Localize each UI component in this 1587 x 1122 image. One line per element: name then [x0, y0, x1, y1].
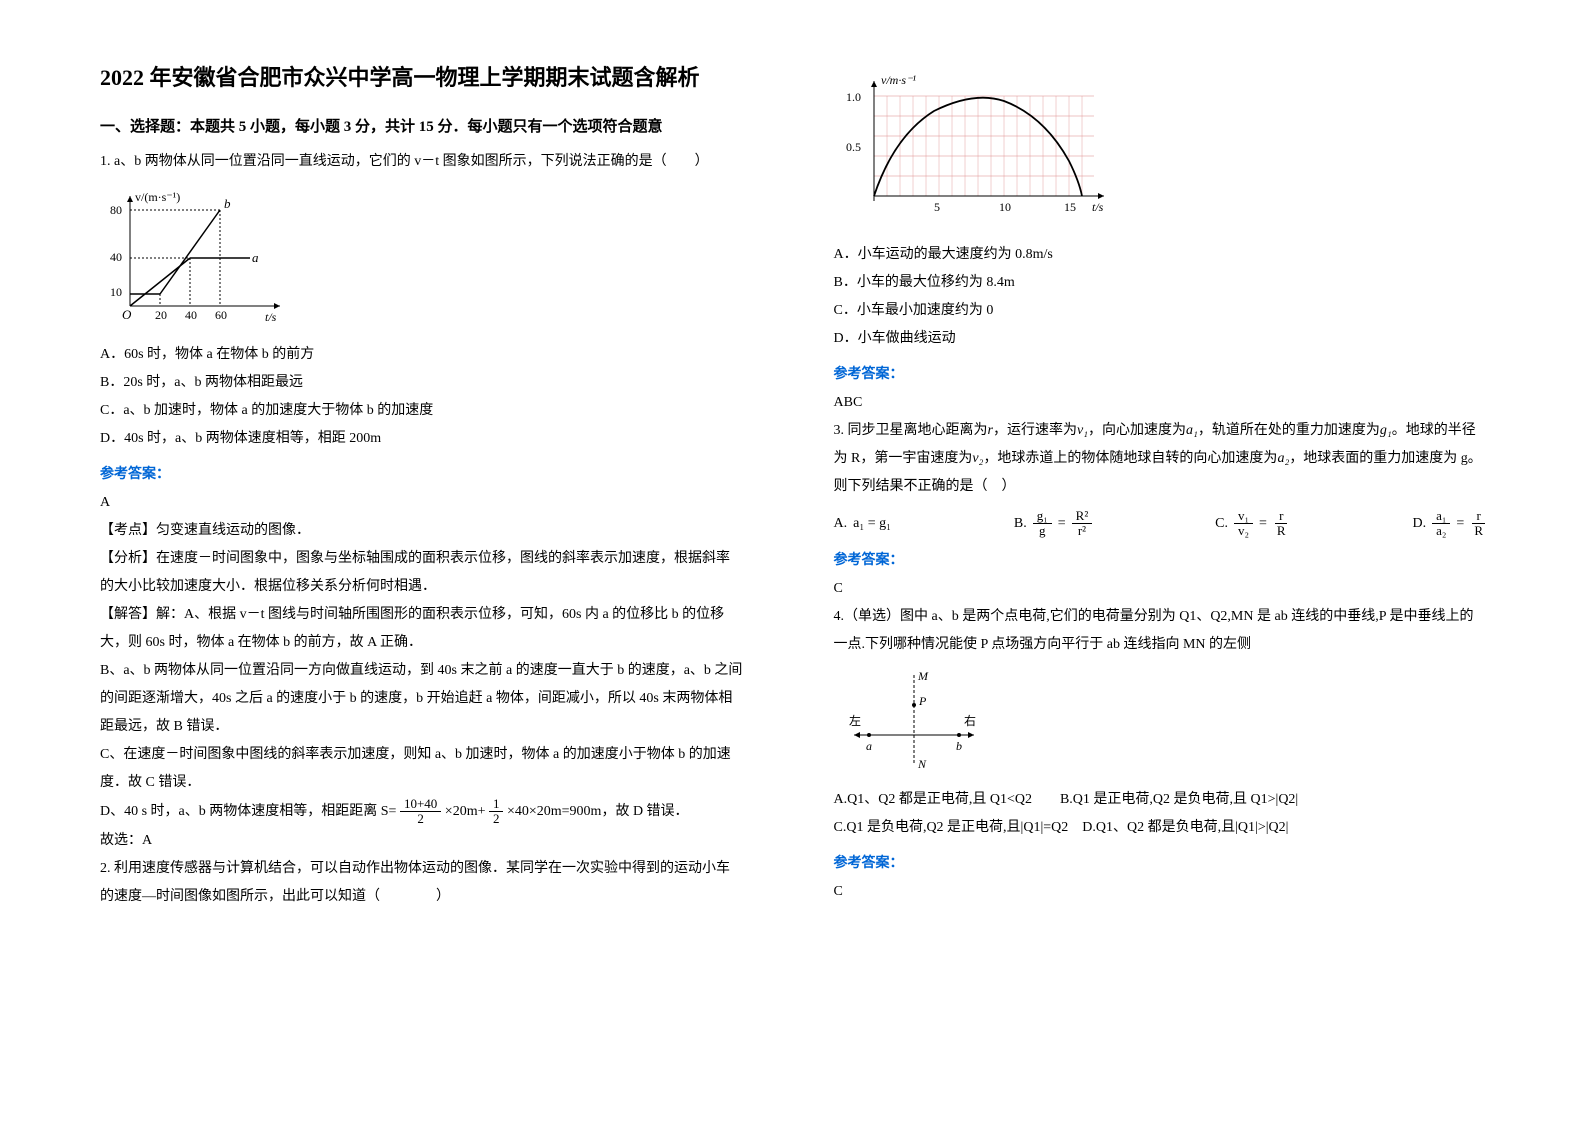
svg-text:M: M [917, 669, 929, 683]
q1-jieda3: C、在速度－时间图象中图线的斜率表示加速度，则知 a、b 加速时，物体 a 的加… [100, 741, 744, 797]
svg-text:5: 5 [934, 200, 940, 214]
txt: ×40×20m=900m，故 D 错误． [507, 804, 689, 819]
q4-diagram: M P N a b 左 右 [834, 665, 1488, 780]
q1-kaodian: 【考点】匀变速直线运动的图像． [100, 517, 744, 545]
svg-text:40: 40 [110, 250, 122, 264]
right-column: 1.0 0.5 5 10 15 t/s v/m·s⁻¹ A．小车运动的最大速度约… [794, 0, 1587, 1122]
svg-text:O: O [122, 307, 132, 322]
svg-text:a: a [252, 250, 259, 265]
svg-text:N: N [917, 757, 927, 771]
optA: A. a₁ = g₁ [834, 516, 892, 532]
q1-fenxi: 【分析】在速度－时间图象中，图象与坐标轴围成的面积表示位移，图线的斜率表示加速度… [100, 545, 744, 601]
q1-guxuan: 故选：A [100, 827, 744, 855]
svg-text:10: 10 [110, 285, 122, 299]
svg-text:v/m·s⁻¹: v/m·s⁻¹ [881, 73, 916, 87]
q2-answer: ABC [834, 389, 1488, 417]
svg-text:b: b [956, 739, 962, 753]
svg-text:10: 10 [999, 200, 1011, 214]
q1-optD: D．40s 时，a、b 两物体速度相等，相距 200m [100, 425, 744, 453]
txt: D、40 s 时，a、b 两物体速度相等，相距距离 S= [100, 804, 396, 819]
answer-label: 参考答案： [834, 549, 1488, 569]
q2-stem: 2. 利用速度传感器与计算机结合，可以自动作出物体运动的图像．某同学在一次实验中… [100, 855, 744, 911]
left-column: 2022 年安徽省合肥市众兴中学高一物理上学期期末试题含解析 一、选择题：本题共… [0, 0, 794, 1122]
svg-text:80: 80 [110, 203, 122, 217]
q1-optC: C．a、b 加速时，物体 a 的加速度大于物体 b 的加速度 [100, 397, 744, 425]
optB: B. g₁g = R²r² [1014, 509, 1092, 539]
svg-text:40: 40 [185, 308, 197, 322]
q1-optB: B．20s 时，a、b 两物体相距最远 [100, 369, 744, 397]
svg-text:20: 20 [155, 308, 167, 322]
page-title: 2022 年安徽省合肥市众兴中学高一物理上学期期末试题含解析 [100, 60, 744, 95]
q3-options: A. a₁ = g₁ B. g₁g = R²r² C. v₁v₂ = rR D.… [834, 509, 1488, 539]
q3-answer: C [834, 575, 1488, 603]
svg-text:右: 右 [964, 713, 976, 728]
answer-label: 参考答案： [834, 363, 1488, 383]
frac1: 10+40 2 [400, 797, 441, 827]
section-title: 一、选择题：本题共 5 小题，每小题 3 分，共计 15 分．每小题只有一个选项… [100, 115, 744, 136]
q1-optA: A．60s 时，物体 a 在物体 b 的前方 [100, 341, 744, 369]
svg-text:t/s: t/s [265, 310, 277, 324]
optD: D. a₁a₂ = rR [1412, 509, 1487, 539]
q1-jieda4: D、40 s 时，a、b 两物体速度相等，相距距离 S= 10+40 2 ×20… [100, 797, 744, 827]
frac2: 1 2 [489, 797, 504, 827]
q2-optA: A．小车运动的最大速度约为 0.8m/s [834, 241, 1488, 269]
svg-text:t/s: t/s [1092, 200, 1104, 214]
svg-text:v/(m·s⁻¹): v/(m·s⁻¹) [135, 190, 180, 204]
q4-line2: C.Q1 是负电荷,Q2 是正电荷,且|Q1|=Q2 D.Q1、Q2 都是负电荷… [834, 814, 1488, 842]
q2-optC: C．小车最小加速度约为 0 [834, 297, 1488, 325]
svg-text:左: 左 [849, 713, 861, 728]
q1-chart: 10 40 80 20 40 60 v/(m·s⁻¹) t/s O a b [100, 186, 744, 331]
q2-chart: 1.0 0.5 5 10 15 t/s v/m·s⁻¹ [834, 66, 1488, 231]
answer-label: 参考答案： [834, 852, 1488, 872]
q1-jieda1: 【解答】解：A、根据 v－t 图线与时间轴所围图形的面积表示位移，可知，60s … [100, 601, 744, 657]
q2-optD: D．小车做曲线运动 [834, 325, 1488, 353]
svg-text:a: a [866, 739, 872, 753]
svg-text:b: b [224, 196, 231, 211]
svg-text:60: 60 [215, 308, 227, 322]
q4-line1: A.Q1、Q2 都是正电荷,且 Q1<Q2 B.Q1 是正电荷,Q2 是负电荷,… [834, 786, 1488, 814]
q4-answer: C [834, 878, 1488, 906]
txt: ×20m+ [445, 804, 486, 819]
q1-stem: 1. a、b 两物体从同一位置沿同一直线运动，它们的 v－t 图象如图所示，下列… [100, 148, 744, 176]
svg-text:0.5: 0.5 [846, 140, 861, 154]
svg-text:P: P [918, 694, 927, 708]
answer-label: 参考答案： [100, 463, 744, 483]
svg-text:1.0: 1.0 [846, 90, 861, 104]
q1-jieda2: B、a、b 两物体从同一位置沿同一方向做直线运动，到 40s 末之前 a 的速度… [100, 657, 744, 741]
q4-stem: 4.（单选）图中 a、b 是两个点电荷,它们的电荷量分别为 Q1、Q2,MN 是… [834, 603, 1488, 659]
svg-text:15: 15 [1064, 200, 1076, 214]
q2-optB: B．小车的最大位移约为 8.4m [834, 269, 1488, 297]
optC: C. v₁v₂ = rR [1215, 509, 1289, 539]
q1-answer: A [100, 489, 744, 517]
q3-stem: 3. 同步卫星离地心距离为r，运行速率为v₁，向心加速度为a₁，轨道所在处的重力… [834, 417, 1488, 501]
